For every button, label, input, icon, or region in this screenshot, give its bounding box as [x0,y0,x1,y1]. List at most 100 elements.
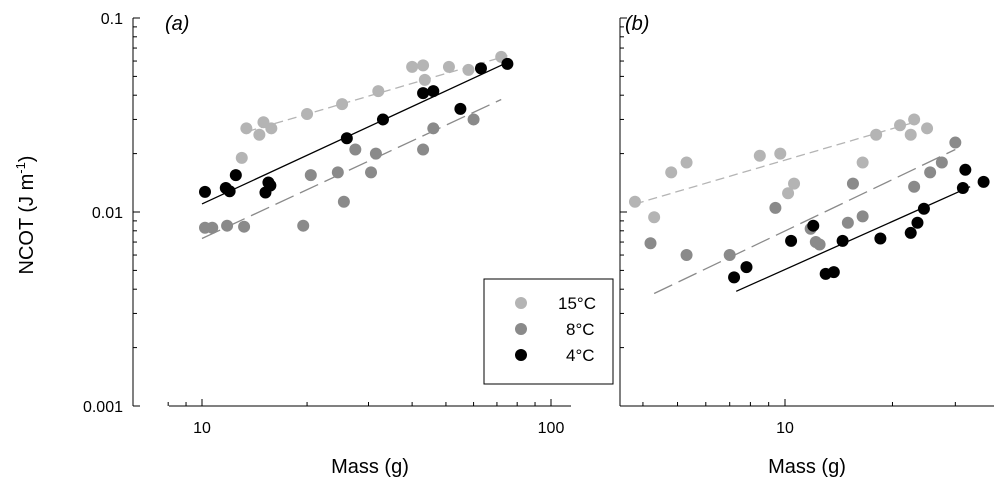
point-15c [628,195,641,208]
point-4c [807,219,820,232]
point-15c [665,166,678,179]
y-axis-label-close: ) [16,156,38,163]
point-15c [336,98,349,111]
point-15c [235,151,248,164]
point-15c [372,85,385,98]
point-15c [680,156,693,169]
point-15c [253,128,266,141]
legend-box [483,278,614,385]
point-4c [376,113,389,126]
fit-line-4c [735,186,971,292]
point-4c [728,271,741,284]
point-8c [846,177,859,190]
legend-marker-15c [515,297,527,309]
point-8c [908,180,921,193]
x-tick-label: 10 [193,420,211,437]
point-4c [417,87,430,100]
fit-line-8c [201,98,502,240]
point-8c [331,166,344,179]
point-15c [908,113,921,126]
point-8c [467,113,480,126]
point-4c [977,175,990,188]
point-8c [949,136,962,149]
point-4c [874,232,887,245]
point-15c [788,177,801,190]
point-4c [904,226,917,239]
point-15c [240,122,253,135]
legend-label-4c: 4°C [566,346,595,365]
point-8c [206,221,219,234]
point-8c [841,216,854,229]
point-4c [740,261,753,274]
fit-line-4c [201,61,508,205]
point-8c [238,220,251,233]
point-8c [369,147,382,160]
panel-b: 10 Mass (g) (b) [619,13,994,478]
point-4c [474,62,487,75]
point-4c [340,132,353,145]
point-4c [229,169,242,182]
y-tick-label: 0.1 [101,11,123,28]
fit-line-15c [634,121,915,205]
point-15c [782,187,795,200]
point-15c [774,147,787,160]
point-8c [427,122,440,135]
legend-marker-8c [515,323,527,335]
point-15c [856,156,869,169]
panel-label: (a) [165,13,189,35]
point-4c [827,266,840,279]
panel-a: 0.001 0.01 0.1 10 100 Mass (g) (a) [83,11,571,478]
point-4c [836,234,849,247]
point-8c [365,166,378,179]
point-15c [921,122,934,135]
y-tick-label: 0.001 [83,399,123,416]
point-8c [813,238,826,251]
point-15c [418,73,431,86]
point-8c [769,201,782,214]
y-tick-label: 0.01 [92,205,123,222]
legend-label-8c: 8°C [566,320,595,339]
y-axis-label-sup: -1 [13,162,28,174]
point-8c [337,195,350,208]
point-4c [501,57,514,70]
x-tick-label: 100 [538,420,565,437]
point-8c [304,169,317,182]
point-8c [644,237,657,250]
point-8c [417,143,430,156]
point-8c [349,143,362,156]
point-15c [870,128,883,141]
point-15c [462,63,475,76]
legend-label-15c: 15°C [558,294,596,313]
point-8c [924,166,937,179]
point-4c [785,234,798,247]
point-4c [264,179,277,192]
point-15c [265,122,278,135]
point-8c [221,219,234,232]
point-4c [911,216,924,229]
y-axis-label: NCOT (J m-1) [13,156,38,275]
point-8c [723,249,736,262]
point-15c [648,211,661,224]
point-4c [956,181,969,194]
point-15c [417,59,430,72]
x-tick-label: 10 [776,420,794,437]
point-15c [894,119,907,132]
point-4c [454,102,467,115]
point-8c [680,249,693,262]
point-15c [442,60,455,73]
legend: 15°C 8°C 4°C [483,278,614,385]
point-4c [959,163,972,176]
y-axis-label-main: NCOT (J m [16,174,38,275]
point-15c [904,128,917,141]
point-4c [917,202,930,215]
point-4c [223,185,236,198]
legend-marker-4c [515,349,527,361]
panel-label: (b) [625,13,649,35]
point-8c [935,156,948,169]
point-4c [199,185,212,198]
point-4c [427,85,440,98]
fit-line-8c [653,148,956,295]
point-8c [856,210,869,223]
point-15c [753,149,766,162]
